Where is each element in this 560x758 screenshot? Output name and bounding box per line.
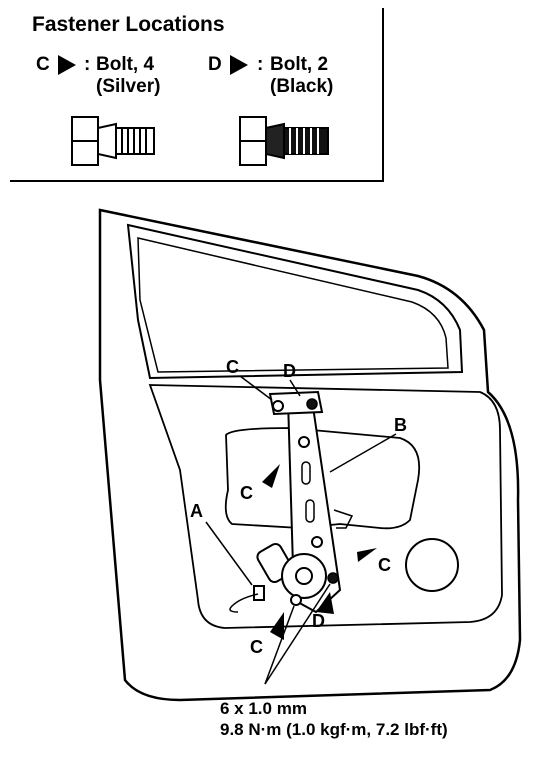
black-bolt-icon bbox=[239, 116, 329, 166]
window-glass bbox=[137, 237, 449, 373]
rail-bolt-c bbox=[298, 436, 310, 448]
callout-c-top: C bbox=[226, 357, 239, 377]
c-arrow-icon bbox=[357, 548, 377, 562]
window-frame bbox=[126, 223, 464, 380]
legend-title: Fastener Locations bbox=[32, 13, 225, 36]
rail-slot bbox=[301, 461, 311, 485]
connector-wire bbox=[229, 593, 259, 613]
legend-d-code: D bbox=[208, 54, 222, 75]
service-hole bbox=[224, 427, 421, 530]
inner-panel bbox=[148, 384, 503, 629]
legend-d-color-note: (Black) bbox=[270, 76, 334, 97]
motor-bolt-d bbox=[327, 572, 339, 584]
legend-d-separator: : bbox=[257, 54, 264, 75]
door-outline bbox=[98, 208, 522, 702]
leader-d-top bbox=[289, 379, 301, 397]
leader-spec-1 bbox=[264, 605, 295, 685]
leader-c-top bbox=[239, 375, 273, 401]
legend-c-arrow-icon bbox=[58, 55, 76, 75]
c-arrow-icon bbox=[262, 464, 280, 488]
callout-d-top: D bbox=[283, 361, 296, 381]
leader-b bbox=[329, 433, 397, 473]
callout-c-bottom: C bbox=[250, 637, 263, 657]
rail-bolt-c bbox=[311, 536, 323, 548]
leader-a bbox=[205, 521, 253, 586]
rail-slot bbox=[305, 499, 315, 523]
legend-c-color-note: (Silver) bbox=[96, 76, 161, 97]
spec-size: 6 x 1.0 mm bbox=[220, 699, 307, 718]
callout-d-bottom: D bbox=[312, 611, 325, 631]
callout-b: B bbox=[394, 415, 407, 435]
upper-bolt-d bbox=[306, 398, 318, 410]
spec-torque: 9.8 N·m (1.0 kgf·m, 7.2 lbf·ft) bbox=[220, 720, 448, 739]
rail-bracket bbox=[333, 509, 354, 529]
callout-c-right: C bbox=[378, 555, 391, 575]
upper-bolt-c bbox=[272, 400, 284, 412]
d-arrow-icon bbox=[316, 592, 334, 614]
regulator-motor bbox=[253, 542, 327, 601]
legend-c-desc: Bolt, 4 bbox=[96, 54, 155, 75]
legend-frame bbox=[10, 8, 384, 182]
leader-spec-2 bbox=[264, 583, 331, 685]
callout-c-left: C bbox=[240, 483, 253, 503]
c-arrow-icon bbox=[270, 612, 284, 640]
callout-a: A bbox=[190, 501, 203, 521]
legend-d-desc: Bolt, 2 bbox=[270, 54, 329, 75]
motor-bolt-c bbox=[290, 594, 302, 606]
legend-d-arrow-icon bbox=[230, 55, 248, 75]
legend-c-code: C bbox=[36, 54, 50, 75]
legend-c-separator: : bbox=[84, 54, 91, 75]
speaker-hole bbox=[405, 538, 459, 592]
silver-bolt-icon bbox=[71, 116, 155, 166]
